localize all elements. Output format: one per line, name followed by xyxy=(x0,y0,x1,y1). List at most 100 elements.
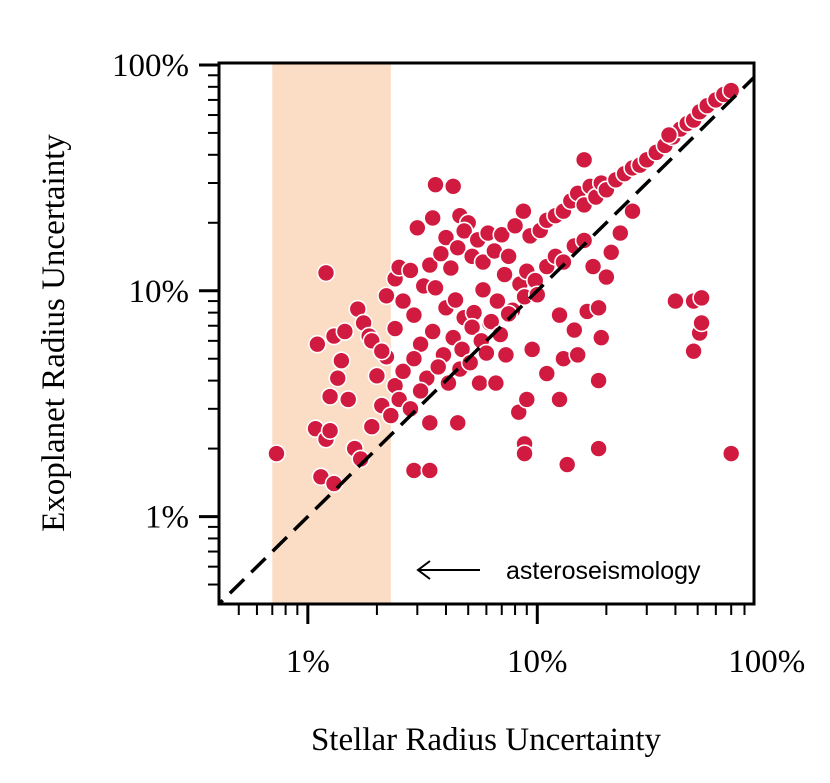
data-point xyxy=(522,340,542,359)
data-point xyxy=(428,357,448,377)
data-point xyxy=(473,252,493,272)
data-point xyxy=(420,413,440,433)
data-point xyxy=(404,461,424,480)
data-point xyxy=(320,387,340,406)
data-point xyxy=(492,225,512,245)
data-point xyxy=(372,341,392,361)
y-axis-title: Exoplanet Radius Uncertainty xyxy=(36,134,72,532)
data-point xyxy=(411,381,430,401)
data-point xyxy=(666,291,685,311)
data-point xyxy=(583,257,603,276)
data-point xyxy=(574,231,594,250)
data-point xyxy=(393,291,413,311)
data-point xyxy=(505,216,525,236)
data-point xyxy=(448,413,468,433)
data-point xyxy=(574,150,594,170)
data-point xyxy=(332,351,351,371)
data-point xyxy=(420,461,440,480)
data-point xyxy=(431,244,451,263)
data-point xyxy=(454,221,474,241)
data-point xyxy=(385,319,405,338)
data-point xyxy=(423,322,442,341)
data-point xyxy=(351,449,371,469)
data-point xyxy=(423,208,442,228)
x-axis-ticks xyxy=(237,604,746,624)
data-point xyxy=(401,261,420,280)
data-point xyxy=(377,286,396,306)
data-point xyxy=(420,255,440,275)
arrow-head xyxy=(416,560,431,580)
y-axis-ticks xyxy=(199,63,219,586)
x-tick-labels: 1% 10% 100% xyxy=(286,644,805,680)
data-point xyxy=(591,328,611,347)
data-point xyxy=(554,252,573,272)
data-point xyxy=(486,373,506,393)
data-point xyxy=(589,439,608,458)
data-point xyxy=(589,298,608,318)
data-point xyxy=(568,345,587,365)
data-point xyxy=(589,371,608,390)
x-axis-title: Stellar Radius Uncertainty xyxy=(311,722,662,758)
data-point xyxy=(443,177,463,196)
data-point xyxy=(408,218,427,238)
asteroseismology-annotation: asteroseismology xyxy=(416,557,701,585)
data-point xyxy=(499,247,518,266)
data-point xyxy=(527,285,547,305)
x-tick-label: 10% xyxy=(507,644,568,680)
data-point xyxy=(601,243,621,262)
data-point xyxy=(308,334,327,354)
data-point xyxy=(473,280,493,300)
data-point xyxy=(328,368,348,388)
data-point xyxy=(515,444,534,463)
data-point xyxy=(426,278,445,298)
data-point xyxy=(499,304,518,324)
data-point xyxy=(517,390,537,409)
data-point xyxy=(316,263,336,283)
data-point xyxy=(565,320,584,340)
data-point xyxy=(367,366,387,386)
data-point xyxy=(393,361,413,381)
data-point xyxy=(721,81,741,100)
data-point xyxy=(338,390,358,409)
data-point xyxy=(537,364,557,383)
data-point xyxy=(692,288,711,308)
data-point xyxy=(436,228,456,247)
data-point xyxy=(441,258,461,278)
data-point xyxy=(684,341,703,361)
data-point xyxy=(446,290,465,310)
data-point xyxy=(514,201,533,221)
data-point xyxy=(462,317,482,337)
data-point xyxy=(496,345,516,365)
data-point xyxy=(452,340,472,359)
data-point xyxy=(557,455,577,474)
data-point xyxy=(404,349,424,369)
data-point xyxy=(477,343,496,363)
data-point xyxy=(470,373,489,393)
data-point xyxy=(481,312,501,331)
asteroseismology-label: asteroseismology xyxy=(506,557,701,585)
data-point xyxy=(267,444,286,463)
data-points xyxy=(267,81,741,493)
y-tick-label: 100% xyxy=(112,48,189,84)
data-point xyxy=(721,444,741,463)
data-point xyxy=(439,373,458,393)
data-point xyxy=(362,417,382,437)
y-tick-label: 10% xyxy=(129,274,190,310)
data-point xyxy=(488,291,507,311)
data-point xyxy=(381,406,401,425)
x-tick-label: 1% xyxy=(286,644,330,680)
data-point xyxy=(597,267,616,287)
data-point xyxy=(448,238,468,258)
data-point xyxy=(335,322,355,341)
data-point xyxy=(550,305,569,325)
y-tick-label: 1% xyxy=(145,500,189,536)
one-to-one-dashed-line xyxy=(219,75,754,604)
data-point xyxy=(495,265,514,284)
data-point xyxy=(692,313,711,333)
data-point xyxy=(659,125,679,145)
y-tick-labels: 1% 10% 100% xyxy=(112,48,189,536)
data-point xyxy=(623,201,642,221)
data-point xyxy=(426,175,445,194)
data-point xyxy=(460,353,480,373)
